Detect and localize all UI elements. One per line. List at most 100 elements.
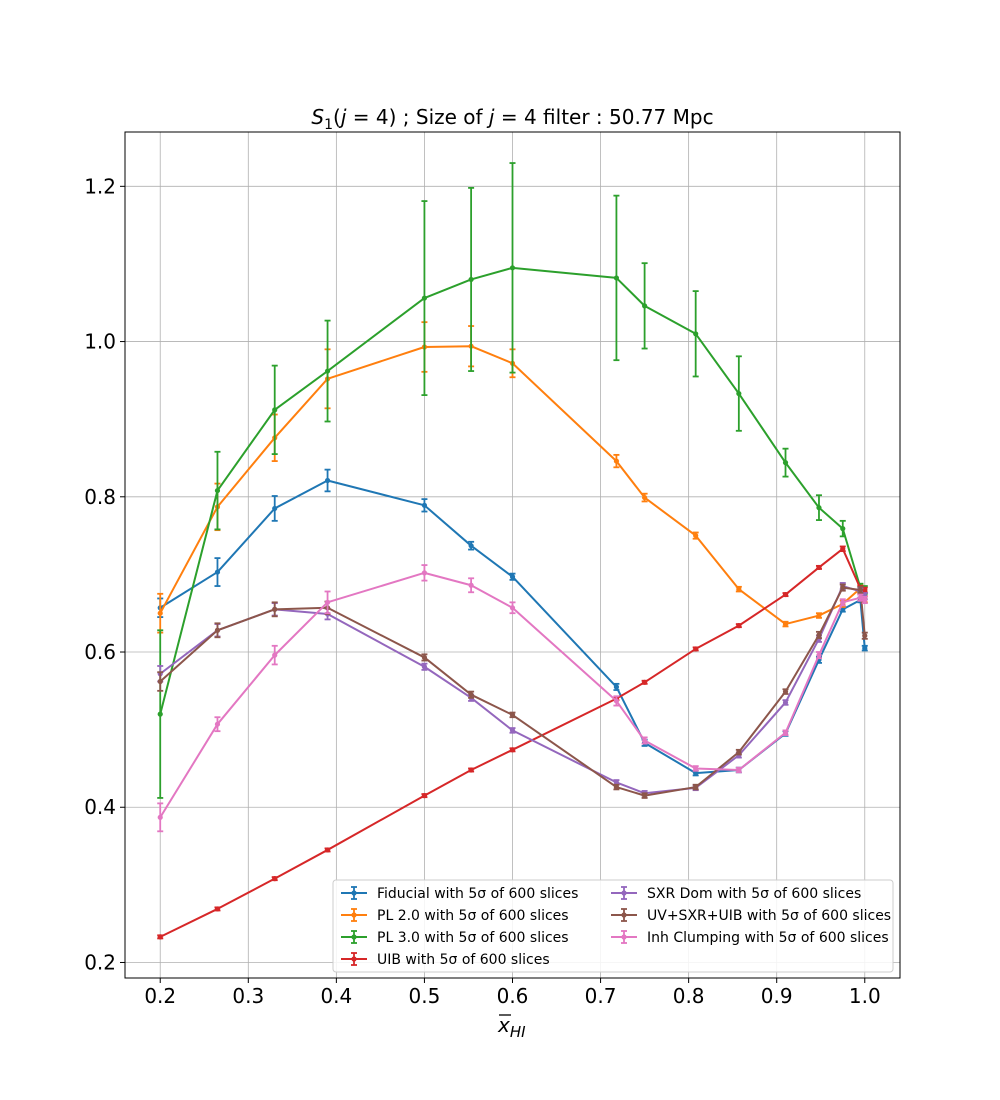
legend-item: PL 3.0 with 5σ of 600 slices xyxy=(341,930,569,946)
data-point xyxy=(324,599,331,605)
data-point xyxy=(736,586,742,592)
data-point xyxy=(157,814,163,820)
data-point xyxy=(613,684,620,690)
x-tick-label: 0.4 xyxy=(320,984,352,1008)
legend-swatch-marker xyxy=(621,890,627,896)
legend-swatch-marker xyxy=(351,890,357,896)
data-point xyxy=(214,487,221,494)
series-line xyxy=(159,586,866,797)
series-line xyxy=(159,547,866,938)
legend-item: SXR Dom with 5σ of 600 slices xyxy=(611,886,861,902)
data-point xyxy=(736,623,742,629)
legend-swatch-marker xyxy=(351,956,357,962)
series-line xyxy=(159,571,866,818)
data-point xyxy=(468,276,474,283)
data-point xyxy=(642,793,648,799)
data-point xyxy=(613,275,620,281)
data-point xyxy=(816,505,822,511)
data-point xyxy=(782,689,789,695)
data-point xyxy=(214,721,221,727)
data-point xyxy=(816,612,822,619)
data-point xyxy=(324,847,331,853)
data-point xyxy=(642,737,648,744)
y-tick-label: 0.8 xyxy=(84,485,116,509)
data-point xyxy=(782,699,789,706)
data-point xyxy=(157,610,163,616)
data-point xyxy=(157,678,163,685)
legend-swatch-marker xyxy=(351,934,357,940)
data-point xyxy=(421,502,428,508)
data-point xyxy=(324,368,331,374)
data-point xyxy=(840,546,846,552)
data-point xyxy=(421,664,428,670)
data-point xyxy=(272,505,278,512)
data-point xyxy=(324,477,331,484)
legend-swatch-marker xyxy=(621,934,627,940)
data-point xyxy=(509,265,516,271)
legend-label: Fiducial with 5σ of 600 slices xyxy=(377,886,578,902)
data-point xyxy=(840,599,846,605)
legend-swatch-marker xyxy=(351,912,357,918)
x-tick-label: 0.2 xyxy=(144,984,176,1008)
data-point xyxy=(509,574,516,580)
data-point xyxy=(840,526,846,532)
data-point xyxy=(214,569,221,575)
y-tick-label: 0.2 xyxy=(84,950,116,974)
legend-label: UIB with 5σ of 600 slices xyxy=(377,952,550,968)
x-axis-label-symbol: x xyxy=(497,1013,510,1037)
data-point xyxy=(693,784,699,790)
legend-item: PL 2.0 with 5σ of 600 slices xyxy=(341,908,569,924)
data-point xyxy=(693,770,699,776)
data-point xyxy=(693,646,699,652)
data-point xyxy=(642,679,648,685)
data-point xyxy=(272,876,278,882)
data-point xyxy=(468,692,474,698)
data-point xyxy=(693,532,699,539)
data-point xyxy=(613,779,620,786)
data-point xyxy=(862,597,868,603)
data-point xyxy=(214,627,221,633)
x-axis-label: xHI xyxy=(497,1013,526,1041)
legend-item: UV+SXR+UIB with 5σ of 600 slices xyxy=(611,908,891,924)
x-tick-label: 0.8 xyxy=(673,984,705,1008)
legend-item: Inh Clumping with 5σ of 600 slices xyxy=(611,930,889,946)
x-tick-label: 0.9 xyxy=(761,984,793,1008)
y-tick-label: 0.6 xyxy=(84,640,116,664)
series-line xyxy=(159,266,866,715)
data-point xyxy=(642,494,648,501)
legend-label: PL 3.0 with 5σ of 600 slices xyxy=(377,930,569,946)
data-point xyxy=(642,303,648,309)
data-point xyxy=(693,331,699,337)
data-point xyxy=(421,793,428,799)
data-point xyxy=(509,747,516,753)
legend-swatch-marker xyxy=(621,912,627,918)
x-tick-label: 0.6 xyxy=(497,984,529,1008)
data-point xyxy=(421,654,428,661)
data-point xyxy=(816,652,822,658)
x-tick-label: 0.3 xyxy=(232,984,264,1008)
data-point xyxy=(272,606,278,612)
data-point xyxy=(272,652,278,658)
data-point xyxy=(857,587,863,593)
data-point xyxy=(613,698,620,704)
chart-title: S1(j = 4) ; Size of j = 4 filter : 50.77… xyxy=(311,105,713,133)
data-point xyxy=(509,712,516,718)
data-point xyxy=(272,407,278,413)
data-point xyxy=(693,765,699,772)
ticks: 0.2 0.3 0.4 0.5 0.6 0.7 0.8 0.9 1.0 0.2 0.4 0.6 0.8 1… xyxy=(84,174,880,1008)
data-point xyxy=(421,295,428,301)
data-point xyxy=(736,767,742,773)
y-tick-label: 1.0 xyxy=(84,330,116,354)
legend-item: Fiducial with 5σ of 600 slices xyxy=(341,886,578,902)
data-point xyxy=(468,582,474,588)
data-point xyxy=(157,934,163,940)
y-tick-label: 0.4 xyxy=(84,795,116,819)
legend-label: Inh Clumping with 5σ of 600 slices xyxy=(647,930,889,946)
data-point xyxy=(857,595,863,601)
svg-text:xHI: xHI xyxy=(497,1013,526,1041)
data-point xyxy=(468,767,474,773)
data-point xyxy=(509,605,516,611)
data-point xyxy=(782,730,789,736)
legend-label: UV+SXR+UIB with 5σ of 600 slices xyxy=(647,908,891,924)
